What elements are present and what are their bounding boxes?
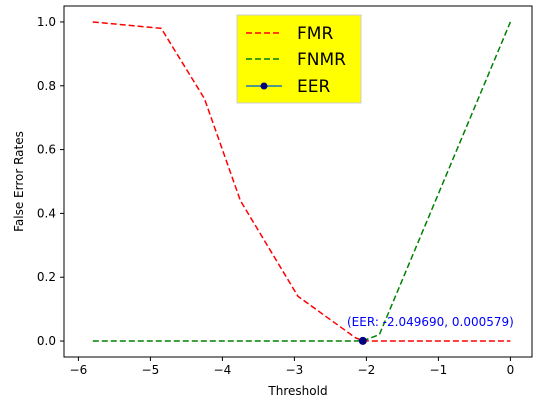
x-tick-label: −5 — [142, 363, 160, 377]
x-tick-label: −6 — [70, 363, 88, 377]
x-axis-title: Threshold — [267, 384, 327, 398]
x-tick-label: −4 — [214, 363, 232, 377]
x-tick-label: −1 — [430, 363, 448, 377]
y-tick-label: 1.0 — [37, 15, 56, 29]
y-axis: 0.0 0.2 0.4 0.6 0.8 1.0 — [37, 15, 64, 348]
plot-frame — [63, 5, 533, 358]
x-tick-label: −2 — [358, 363, 376, 377]
x-tick-label: 0 — [507, 363, 515, 377]
eer-annotation: (EER: -2.049690, 0.000579) — [347, 315, 514, 329]
y-tick-label: 0.8 — [37, 79, 56, 93]
legend-label-fnmr: FNMR — [297, 50, 346, 70]
x-tick-label: −3 — [286, 363, 304, 377]
eer-point — [358, 336, 367, 345]
y-tick-label: 0.0 — [37, 334, 56, 348]
y-tick-label: 0.2 — [37, 270, 56, 284]
x-axis: −6 −5 −4 −3 −2 −1 0 — [70, 357, 515, 377]
eer-layer — [358, 336, 367, 345]
y-tick-label: 0.6 — [37, 143, 56, 157]
legend: FMR FNMR EER — [236, 14, 362, 104]
legend-label-fmr: FMR — [297, 24, 333, 44]
y-axis-title: False Error Rates — [12, 131, 26, 232]
series-line-fmr — [92, 21, 511, 342]
legend-label-eer: EER — [297, 77, 330, 97]
y-tick-label: 0.4 — [37, 206, 56, 220]
legend-marker-eer — [260, 82, 268, 90]
